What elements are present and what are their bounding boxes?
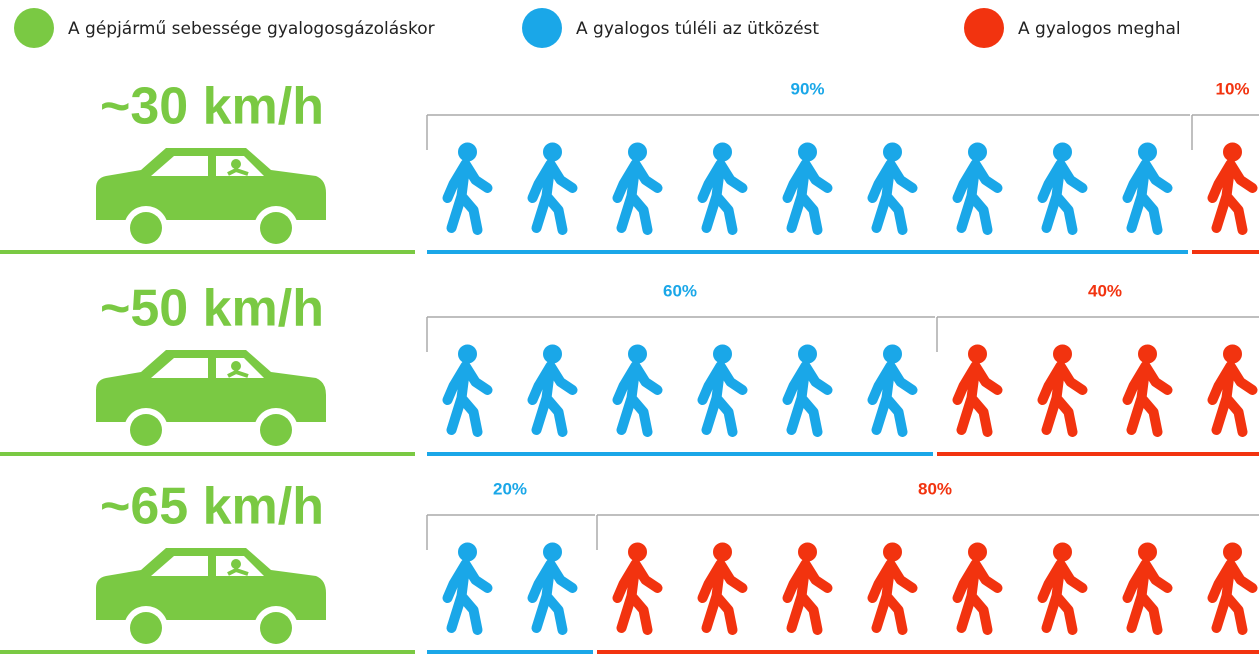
pedestrian-icon bbox=[703, 345, 743, 432]
segment: 80% bbox=[597, 479, 1259, 652]
pedestrian-icon bbox=[448, 345, 488, 432]
pedestrian-icon bbox=[873, 143, 913, 230]
pedestrian-icon bbox=[788, 143, 828, 230]
car-icon bbox=[96, 148, 326, 250]
pedestrian-icon bbox=[1128, 543, 1168, 630]
percent-label: 10% bbox=[1215, 79, 1249, 98]
pedestrian-icon bbox=[533, 143, 573, 230]
segment: 90% bbox=[427, 79, 1190, 252]
legend-swatch bbox=[522, 8, 562, 48]
pedestrian-icon bbox=[958, 345, 998, 432]
pedestrian-icon bbox=[1213, 345, 1253, 432]
legend-swatch bbox=[964, 8, 1004, 48]
pedestrian-icon bbox=[958, 543, 998, 630]
pedestrian-icon bbox=[958, 143, 998, 230]
speed-label: ~30 km/h bbox=[100, 78, 324, 136]
segment: 10% bbox=[1192, 79, 1259, 252]
car-icon bbox=[96, 350, 326, 452]
pedestrian-icon bbox=[1128, 345, 1168, 432]
pedestrian-icon bbox=[448, 143, 488, 230]
pedestrian-icon bbox=[1043, 543, 1083, 630]
percent-label: 90% bbox=[790, 79, 824, 98]
legend-label: A gyalogos meghal bbox=[1018, 19, 1181, 39]
pedestrian-icon bbox=[1213, 143, 1253, 230]
pedestrian-icon bbox=[618, 345, 658, 432]
pedestrian-icon bbox=[533, 543, 573, 630]
pedestrian-icon bbox=[618, 543, 658, 630]
legend-label: A gépjármű sebessége gyalogosgázoláskor bbox=[68, 19, 435, 39]
pedestrian-icon bbox=[618, 143, 658, 230]
legend-label: A gyalogos túléli az ütközést bbox=[576, 19, 819, 39]
speed-label: ~65 km/h bbox=[100, 478, 324, 536]
car-icon bbox=[96, 548, 326, 650]
pedestrian-icon bbox=[1213, 543, 1253, 630]
percent-label: 20% bbox=[493, 479, 527, 498]
percent-label: 80% bbox=[918, 479, 952, 498]
pedestrian-icon bbox=[703, 543, 743, 630]
percent-label: 40% bbox=[1088, 281, 1122, 300]
pedestrian-icon bbox=[1043, 143, 1083, 230]
segment: 20% bbox=[427, 479, 595, 652]
segment: 40% bbox=[937, 281, 1259, 454]
percent-label: 60% bbox=[663, 281, 697, 300]
pedestrian-icon bbox=[533, 345, 573, 432]
legend-swatch bbox=[14, 8, 54, 48]
pedestrian-icon bbox=[1128, 143, 1168, 230]
pedestrian-icon bbox=[873, 345, 913, 432]
segment: 60% bbox=[427, 281, 935, 454]
pedestrian-icon bbox=[873, 543, 913, 630]
speed-label: ~50 km/h bbox=[100, 280, 324, 338]
pedestrian-icon bbox=[788, 345, 828, 432]
pedestrian-icon bbox=[788, 543, 828, 630]
legend: A gépjármű sebessége gyalogosgázoláskor A… bbox=[14, 8, 1181, 48]
pedestrian-icon bbox=[1043, 345, 1083, 432]
pedestrian-icon bbox=[703, 143, 743, 230]
infographic: A gépjármű sebessége gyalogosgázoláskor A… bbox=[0, 0, 1259, 666]
pedestrian-icon bbox=[448, 543, 488, 630]
